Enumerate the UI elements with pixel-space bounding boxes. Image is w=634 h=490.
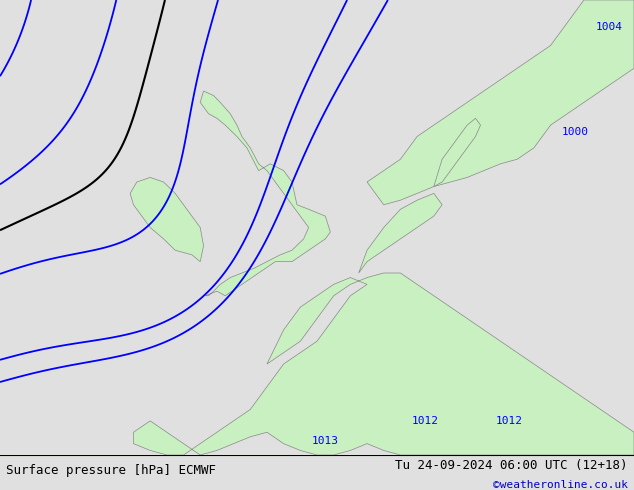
Text: 1004: 1004 bbox=[595, 23, 623, 32]
Text: ©weatheronline.co.uk: ©weatheronline.co.uk bbox=[493, 480, 628, 490]
Polygon shape bbox=[134, 273, 634, 455]
Polygon shape bbox=[200, 91, 330, 296]
Text: 1012: 1012 bbox=[412, 416, 439, 426]
Text: 1013: 1013 bbox=[312, 437, 339, 446]
Text: 1000: 1000 bbox=[562, 127, 589, 137]
Polygon shape bbox=[434, 118, 481, 187]
Polygon shape bbox=[130, 177, 204, 262]
Text: 1012: 1012 bbox=[495, 416, 522, 426]
Text: Tu 24-09-2024 06:00 UTC (12+18): Tu 24-09-2024 06:00 UTC (12+18) bbox=[395, 459, 628, 472]
Polygon shape bbox=[367, 0, 634, 205]
Polygon shape bbox=[359, 194, 442, 273]
Text: Surface pressure [hPa] ECMWF: Surface pressure [hPa] ECMWF bbox=[6, 464, 216, 477]
